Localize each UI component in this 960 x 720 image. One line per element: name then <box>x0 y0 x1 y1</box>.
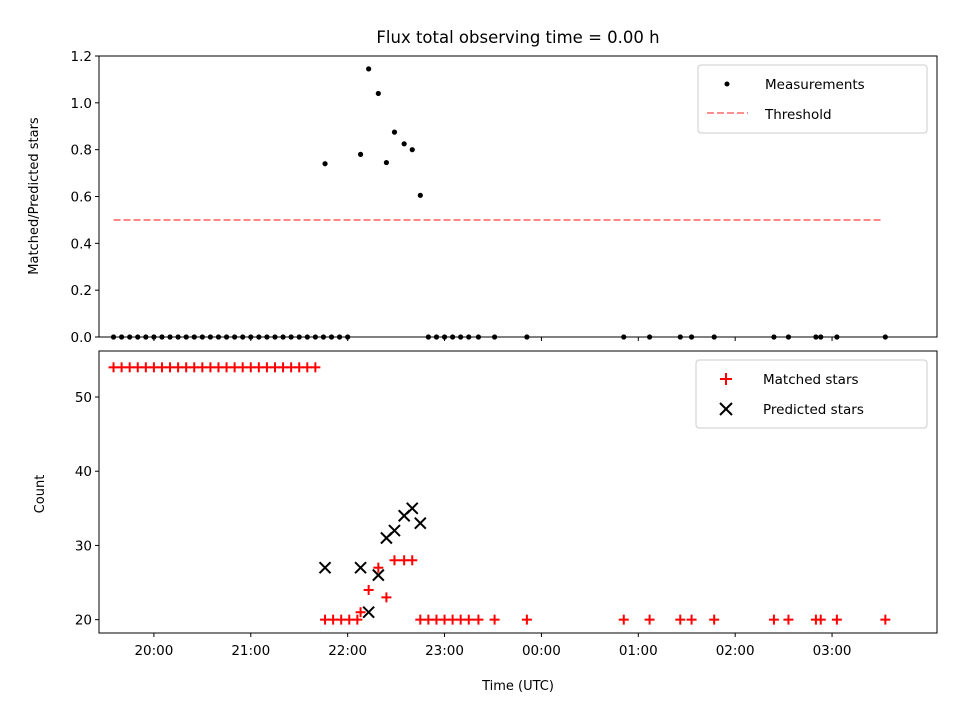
top-legend: Measurements Threshold <box>697 64 928 134</box>
legend-measurements-label: Measurements <box>765 77 865 93</box>
matched-star-point <box>352 614 363 625</box>
matched-star-point <box>675 614 686 625</box>
bottom-y-tick-label: 20 <box>75 613 92 629</box>
legend-predicted-label: Predicted stars <box>763 402 864 418</box>
top-y-tick-label: 0.8 <box>71 143 92 159</box>
bottom-legend-box <box>695 359 928 429</box>
bottom-panel: 20 30 40 50 20:00 21:00 22:00 23:00 00:00 01:00 0… <box>33 350 938 694</box>
matched-star-point <box>381 592 392 603</box>
bottom-x-tick-label: 01:00 <box>619 643 658 659</box>
top-y-axis-ticks: 0.0 0.2 0.4 0.6 0.8 1.0 1.2 <box>71 49 99 346</box>
matched-star-point <box>373 562 384 573</box>
top-panel: Flux total observing time = 0.00 h 0.00.… <box>27 28 938 346</box>
measurement-point <box>417 192 423 198</box>
matched-star-point <box>618 614 629 625</box>
predicted-star-point <box>414 516 427 530</box>
bottom-y-axis-label: Count <box>33 475 48 514</box>
top-legend-box <box>697 64 928 134</box>
bottom-x-tick-label: 22:00 <box>328 643 367 659</box>
matched-star-point <box>831 614 842 625</box>
measurement-point <box>401 141 407 147</box>
matched-star-point <box>815 614 826 625</box>
legend-predicted-marker <box>719 402 733 416</box>
predicted-star-point <box>388 524 401 537</box>
matched-star-point <box>363 584 374 595</box>
bottom-x-tick-label: 03:00 <box>813 643 852 659</box>
bottom-x-axis-ticks: 20:00 21:00 22:00 23:00 00:00 01:00 02:00 03:00 <box>134 633 852 659</box>
legend-measurements-marker <box>724 81 730 87</box>
measurement-point <box>391 129 398 135</box>
matched-star-point <box>355 607 366 618</box>
top-y-tick-label: 0.6 <box>71 190 92 206</box>
matched-star-point <box>310 362 321 373</box>
matched-star-point <box>489 614 500 625</box>
predicted-star-point <box>362 606 375 619</box>
bottom-x-axis-label: Time (UTC) <box>481 679 554 694</box>
measurement-point <box>322 161 328 167</box>
predicted-star-point <box>318 561 332 574</box>
measurement-point <box>383 159 390 166</box>
top-x-axis-ticks <box>153 337 833 341</box>
predicted-star-point <box>406 502 419 515</box>
bottom-plot-marks <box>108 362 891 625</box>
top-y-tick-label: 0.4 <box>71 236 92 252</box>
bottom-y-axis-ticks: 20 30 40 50 <box>75 390 99 629</box>
legend-matched-marker <box>720 373 732 385</box>
bottom-legend: Matched stars Predicted stars <box>695 359 928 429</box>
bottom-x-tick-label: 20:00 <box>134 643 173 659</box>
matched-star-point <box>389 555 400 566</box>
legend-threshold-label: Threshold <box>764 107 832 123</box>
top-y-tick-label: 0.0 <box>71 330 92 346</box>
top-chart-title: Flux total observing time = 0.00 h <box>376 28 659 47</box>
measurement-point <box>409 147 415 153</box>
bottom-y-tick-label: 40 <box>75 464 92 480</box>
top-y-axis-label: Matched/Predicted stars <box>27 117 42 275</box>
bottom-x-tick-label: 00:00 <box>522 643 561 659</box>
bottom-y-tick-label: 50 <box>75 390 92 406</box>
matched-star-point <box>407 555 418 566</box>
bottom-x-tick-label: 21:00 <box>231 643 270 659</box>
predicted-star-point <box>354 561 367 574</box>
top-y-tick-label: 1.2 <box>71 49 92 65</box>
matched-star-point <box>709 614 720 625</box>
measurement-point <box>375 90 381 97</box>
top-y-tick-label: 0.2 <box>71 283 92 299</box>
bottom-x-tick-label: 23:00 <box>425 643 464 659</box>
top-y-tick-label: 1.0 <box>71 96 92 112</box>
matched-star-point <box>463 614 474 625</box>
matched-star-point <box>880 614 891 625</box>
measurement-point <box>366 66 372 72</box>
matched-star-point <box>686 614 697 625</box>
bottom-x-tick-label: 02:00 <box>716 643 755 659</box>
matched-star-point <box>644 614 655 625</box>
legend-matched-label: Matched stars <box>763 372 859 388</box>
predicted-star-point <box>372 568 385 582</box>
bottom-axes-frame <box>98 350 938 634</box>
matched-star-point <box>521 614 532 625</box>
matched-star-point <box>473 614 484 625</box>
measurement-point <box>357 151 364 157</box>
matched-star-point <box>783 614 794 625</box>
bottom-y-tick-label: 30 <box>75 538 92 554</box>
matched-star-point <box>768 614 779 625</box>
